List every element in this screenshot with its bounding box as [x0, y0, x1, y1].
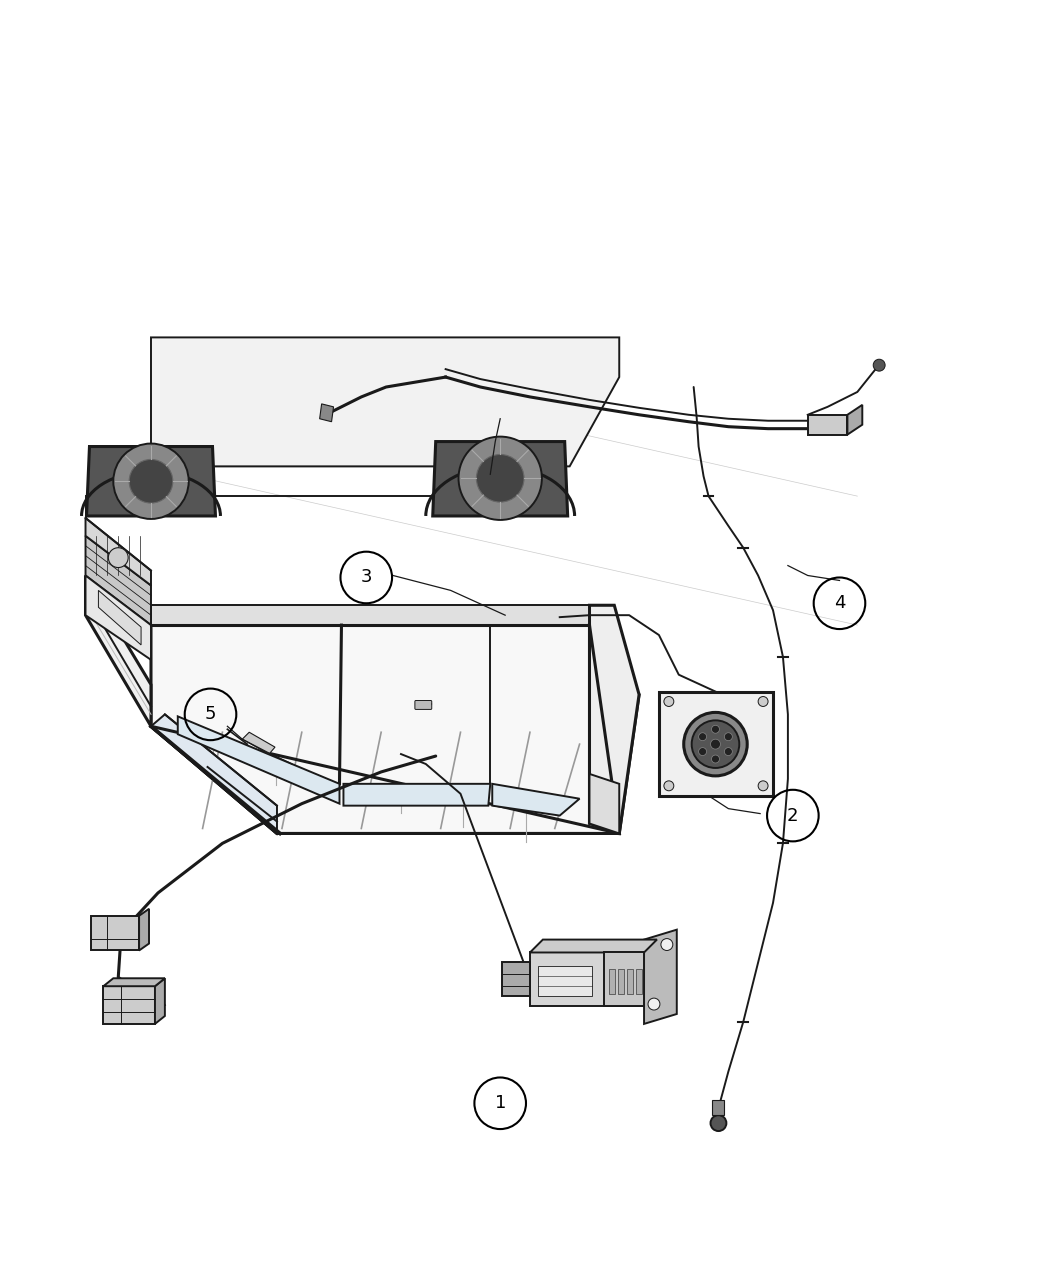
Polygon shape	[86, 446, 215, 516]
Polygon shape	[85, 518, 151, 585]
Polygon shape	[589, 606, 639, 834]
Bar	[636, 969, 642, 994]
Bar	[538, 966, 592, 996]
Polygon shape	[151, 685, 620, 834]
Polygon shape	[659, 691, 773, 796]
Polygon shape	[433, 441, 568, 516]
Circle shape	[692, 720, 739, 768]
Polygon shape	[177, 717, 339, 803]
Polygon shape	[85, 575, 151, 727]
Text: 4: 4	[834, 594, 845, 612]
Bar	[618, 969, 624, 994]
Circle shape	[758, 780, 768, 790]
Polygon shape	[530, 952, 644, 1006]
Circle shape	[724, 733, 732, 741]
Polygon shape	[151, 625, 639, 834]
Circle shape	[459, 436, 542, 520]
Polygon shape	[319, 404, 334, 422]
Polygon shape	[103, 986, 155, 1024]
Polygon shape	[243, 732, 275, 754]
Polygon shape	[99, 590, 141, 645]
Circle shape	[664, 780, 674, 790]
Bar	[713, 1100, 724, 1116]
Circle shape	[711, 1116, 727, 1131]
Polygon shape	[103, 978, 165, 986]
Polygon shape	[139, 909, 149, 950]
Circle shape	[874, 360, 885, 371]
Polygon shape	[502, 963, 530, 996]
Polygon shape	[151, 714, 277, 834]
Text: 2: 2	[788, 807, 799, 825]
Text: 3: 3	[360, 569, 372, 586]
Circle shape	[648, 998, 659, 1010]
Text: 1: 1	[495, 1094, 506, 1112]
Circle shape	[712, 755, 719, 762]
Circle shape	[712, 725, 719, 733]
Circle shape	[711, 740, 720, 750]
Circle shape	[113, 444, 189, 519]
Circle shape	[684, 713, 748, 776]
Circle shape	[664, 696, 674, 706]
Polygon shape	[847, 405, 862, 435]
Circle shape	[758, 696, 768, 706]
Bar	[609, 969, 615, 994]
Circle shape	[698, 747, 707, 756]
FancyBboxPatch shape	[415, 700, 432, 709]
Bar	[627, 969, 633, 994]
Circle shape	[477, 454, 524, 502]
Circle shape	[660, 938, 673, 950]
Polygon shape	[589, 774, 620, 834]
Text: 5: 5	[205, 705, 216, 723]
Circle shape	[698, 733, 707, 741]
Polygon shape	[151, 338, 620, 467]
Polygon shape	[492, 784, 580, 816]
Circle shape	[724, 747, 732, 756]
Polygon shape	[605, 952, 644, 1006]
Polygon shape	[155, 978, 165, 1024]
Polygon shape	[151, 606, 589, 625]
Polygon shape	[807, 414, 847, 435]
Polygon shape	[343, 784, 490, 806]
Polygon shape	[91, 915, 139, 950]
Polygon shape	[644, 929, 677, 1024]
Polygon shape	[85, 575, 151, 660]
Polygon shape	[530, 940, 657, 952]
Circle shape	[108, 548, 128, 567]
Polygon shape	[85, 536, 151, 625]
Circle shape	[129, 459, 173, 504]
